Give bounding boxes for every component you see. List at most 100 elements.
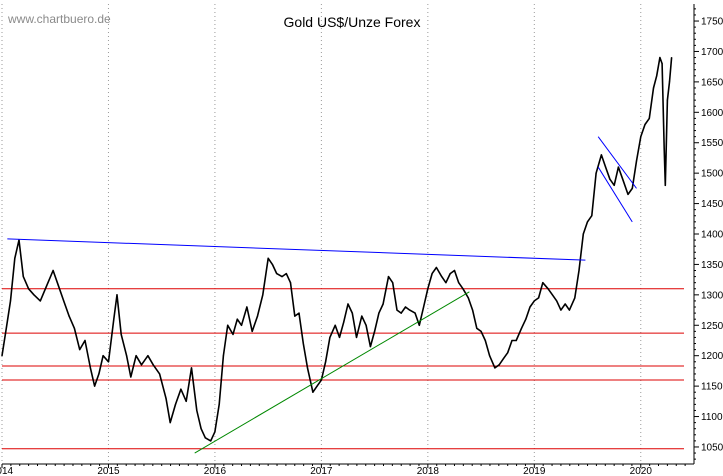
data-point [306, 367, 309, 369]
data-point [240, 324, 243, 326]
data-point [165, 397, 167, 399]
data-point [22, 275, 24, 278]
data-point [498, 364, 500, 366]
data-point [152, 364, 154, 366]
x-tick-label-2015: 2015 [97, 466, 120, 476]
data-point [73, 327, 75, 329]
data-point [494, 367, 496, 369]
data-point [392, 282, 394, 284]
x-tick-label-2019: 2019 [523, 466, 546, 476]
data-point [28, 288, 30, 290]
data-point [107, 361, 110, 363]
data-point [422, 306, 425, 308]
data-point [158, 373, 161, 375]
y-tick-label-1400: 1400 [701, 230, 723, 241]
data-point [33, 294, 35, 296]
y-tick-label-1500: 1500 [701, 169, 723, 180]
data-point [551, 294, 554, 296]
watermark: www.chartbuero.de [7, 12, 111, 26]
data-point [285, 272, 287, 275]
x-tick-label-2014: 2014 [0, 466, 14, 476]
data-point [484, 339, 486, 342]
y-tick-label-1550: 1550 [701, 138, 723, 149]
data-point [617, 166, 620, 168]
data-point [462, 288, 464, 290]
data-point [666, 99, 668, 101]
data-point [135, 355, 137, 357]
data-point [400, 312, 402, 314]
data-point [605, 166, 607, 168]
data-point [334, 324, 336, 326]
data-point [387, 275, 390, 278]
data-point [365, 324, 367, 326]
data-point [227, 324, 229, 326]
data-point [116, 294, 118, 296]
data-point [595, 172, 597, 174]
data-point [125, 355, 128, 357]
data-point [302, 342, 304, 345]
data-point [507, 352, 509, 354]
y-tick-label-1250: 1250 [701, 321, 723, 332]
data-point [147, 355, 149, 357]
data-point [5, 327, 7, 329]
trendlines [7, 136, 637, 454]
data-point [445, 282, 447, 284]
y-tick-label-1650: 1650 [701, 77, 723, 88]
data-point [63, 300, 65, 302]
data-point [609, 178, 611, 180]
data-point [635, 160, 638, 162]
data-point [613, 184, 615, 186]
y-tick-label-1700: 1700 [701, 47, 723, 58]
data-point [271, 263, 274, 266]
data-point [542, 282, 544, 284]
data-point [79, 349, 81, 351]
x-tick-label-2018: 2018 [417, 466, 440, 476]
data-point [661, 63, 663, 65]
data-point [113, 318, 115, 320]
data-point [564, 303, 566, 305]
data-point [476, 327, 478, 329]
data-point [281, 275, 283, 278]
data-point [68, 315, 70, 317]
data-point [246, 306, 248, 308]
data-point [130, 376, 132, 378]
data-point [640, 136, 642, 138]
data-point [453, 269, 456, 272]
data-point [204, 437, 206, 439]
data-point [185, 400, 187, 402]
data-point [600, 154, 602, 156]
vertical-grid [1, 4, 642, 464]
data-point [120, 333, 122, 335]
data-point [1, 355, 3, 357]
data-point [289, 282, 292, 284]
data-point [511, 339, 513, 342]
data-point [210, 440, 212, 442]
data-point [174, 403, 177, 405]
data-point [659, 56, 661, 59]
data-point [325, 361, 327, 363]
data-point [664, 184, 666, 186]
data-point [441, 275, 443, 278]
data-point [355, 336, 358, 339]
data-point [316, 385, 318, 387]
data-point [467, 297, 469, 299]
y-tick-label-1600: 1600 [701, 108, 723, 119]
data-point [58, 288, 61, 290]
data-point [347, 303, 349, 305]
data-point [84, 339, 86, 342]
data-point [218, 403, 220, 405]
data-point [14, 257, 16, 259]
data-point [200, 428, 202, 430]
data-point [294, 315, 296, 317]
data-point [382, 303, 384, 305]
data-point [262, 294, 264, 296]
data-point [515, 339, 517, 342]
support-resistance-lines [2, 288, 684, 450]
data-point [631, 187, 633, 189]
data-point [520, 327, 523, 329]
data-point [374, 330, 376, 332]
x-tick-label-2016: 2016 [204, 466, 227, 476]
y-tick-label-1050: 1050 [701, 442, 723, 453]
data-point [267, 257, 269, 259]
